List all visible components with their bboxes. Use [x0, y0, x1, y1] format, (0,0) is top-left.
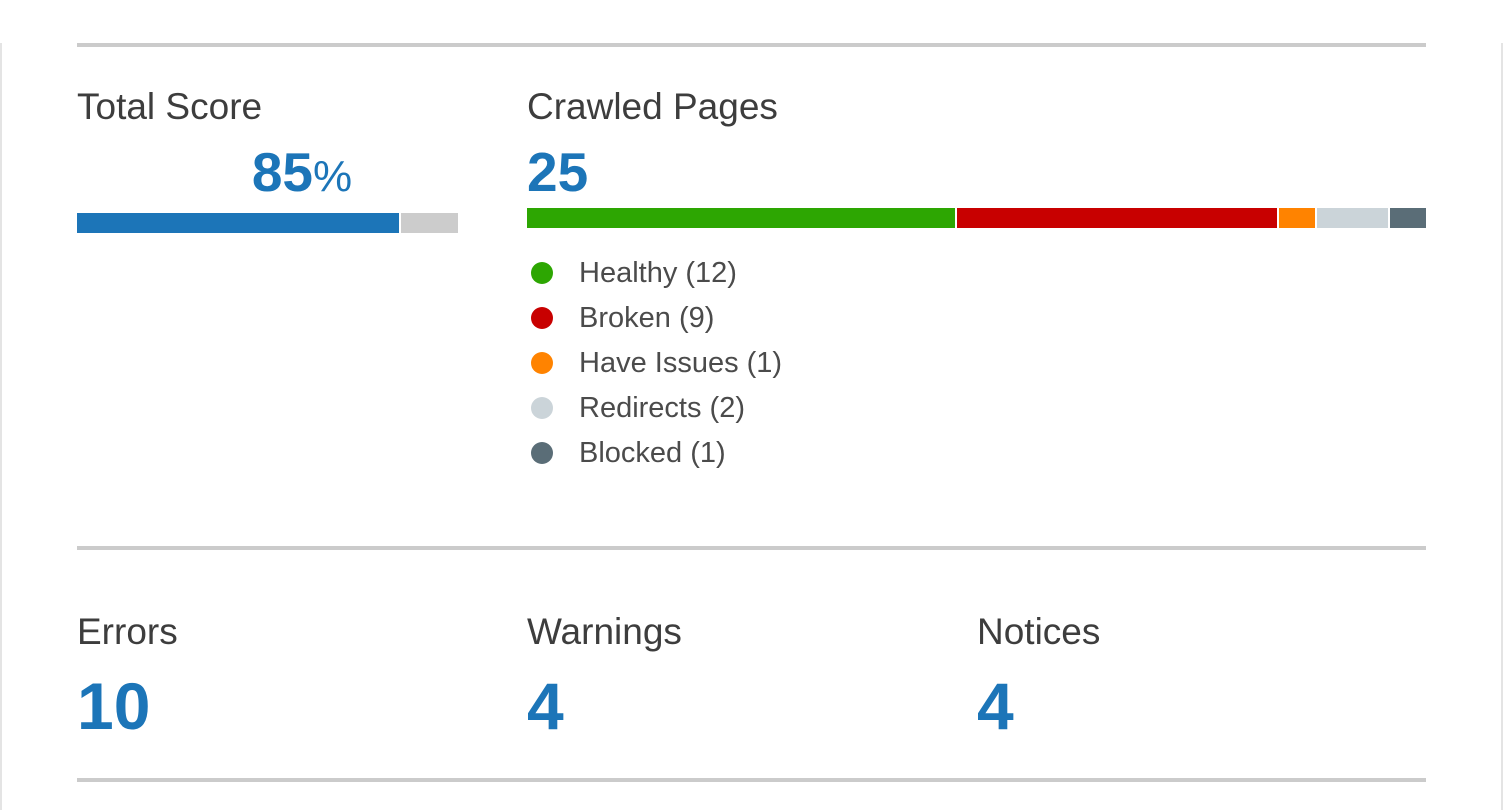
top-divider [77, 43, 1426, 47]
crawled-pages-legend: Healthy (12) Broken (9) Have Issues (1) … [527, 257, 1426, 469]
redirects-dot-icon [531, 397, 553, 419]
legend-item-broken: Broken (9) [527, 302, 1426, 334]
legend-label: Blocked (1) [579, 436, 726, 469]
middle-divider [77, 546, 1426, 550]
stats-row: Errors 10 Warnings 4 Notices 4 [77, 550, 1426, 740]
warnings-stat: Warnings 4 [527, 550, 977, 740]
total-score-progress-fill [77, 213, 400, 233]
notices-label: Notices [977, 611, 1101, 652]
metrics-row: Total Score 85% Crawled Pages 25 Healthy [77, 47, 1427, 486]
bar-segment-healthy [527, 208, 955, 228]
bar-segment-redirects [1317, 208, 1389, 228]
crawled-pages-value: 25 [527, 141, 589, 203]
total-score-title: Total Score [77, 86, 263, 127]
legend-label: Broken (9) [579, 301, 715, 334]
total-score-value: 85% [77, 143, 527, 206]
total-score-section: Total Score 85% [77, 47, 527, 486]
bar-segment-blocked [1390, 208, 1427, 228]
legend-item-blocked: Blocked (1) [527, 437, 1426, 469]
total-score-percent-sign: % [313, 152, 353, 201]
total-score-progress-track [401, 213, 458, 233]
legend-label: Have Issues (1) [579, 346, 783, 379]
crawled-pages-stacked-bar [527, 208, 1427, 228]
errors-label: Errors [77, 611, 178, 652]
healthy-dot-icon [531, 262, 553, 284]
bar-segment-have-issues [1279, 208, 1316, 228]
blocked-dot-icon [531, 442, 553, 464]
errors-stat: Errors 10 [77, 550, 527, 740]
notices-value: 4 [977, 669, 1014, 743]
total-score-progress-bar [77, 213, 458, 233]
crawled-pages-section: Crawled Pages 25 Healthy (12) Broken (9) [527, 47, 1427, 486]
broken-dot-icon [531, 307, 553, 329]
legend-item-have-issues: Have Issues (1) [527, 347, 1426, 379]
warnings-label: Warnings [527, 611, 682, 652]
have-issues-dot-icon [531, 352, 553, 374]
legend-item-redirects: Redirects (2) [527, 392, 1426, 424]
bar-segment-broken [956, 208, 1278, 228]
warnings-value: 4 [527, 669, 564, 743]
site-audit-overview-panel: Total Score 85% Crawled Pages 25 Healthy [0, 43, 1503, 810]
bottom-divider [77, 778, 1426, 782]
crawled-pages-title: Crawled Pages [527, 86, 778, 127]
errors-value: 10 [77, 669, 151, 743]
total-score-number: 85 [251, 141, 314, 203]
legend-label: Healthy (12) [579, 256, 737, 289]
legend-label: Redirects (2) [579, 391, 745, 424]
legend-item-healthy: Healthy (12) [527, 257, 1426, 289]
notices-stat: Notices 4 [977, 550, 1427, 740]
